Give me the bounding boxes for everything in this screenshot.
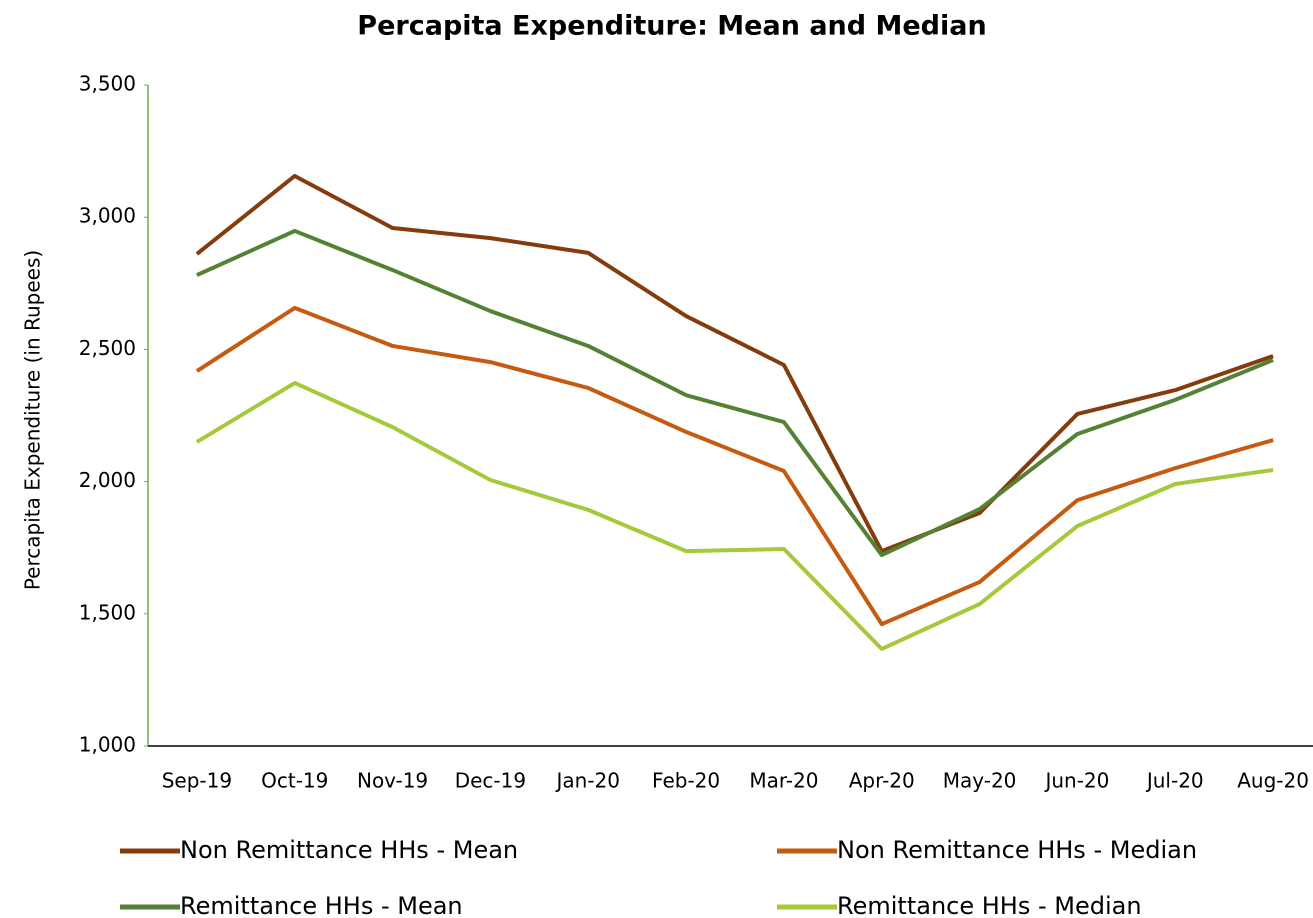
x-tick-label: Mar-20 <box>749 769 818 793</box>
series-line <box>195 380 1274 651</box>
legend-label: Non Remittance HHs - Median <box>837 836 1197 864</box>
y-tick-label: 1,000 <box>79 733 136 757</box>
x-tick-label: Dec-19 <box>455 769 526 793</box>
legend-label: Remittance HHs - Mean <box>180 892 463 918</box>
x-tick-label: Apr-20 <box>849 769 915 793</box>
x-tick-label: Jan-20 <box>555 769 621 793</box>
legend-label: Remittance HHs - Median <box>837 892 1142 918</box>
y-tick-label: 3,500 <box>79 72 136 96</box>
series-line <box>196 228 1274 558</box>
x-tick-label: Oct-19 <box>261 769 328 793</box>
x-tick-label: Sep-19 <box>162 769 232 793</box>
x-tick-label: Jun-20 <box>1043 769 1109 793</box>
x-tick-label: Aug-20 <box>1237 769 1309 793</box>
y-tick-label: 1,500 <box>79 600 136 624</box>
x-tick-label: May-20 <box>943 769 1017 793</box>
series-line <box>195 173 1274 554</box>
y-tick-label: 2,000 <box>79 468 136 492</box>
legend-label: Non Remittance HHs - Mean <box>180 836 518 864</box>
x-tick-label: Nov-19 <box>357 769 428 793</box>
x-tick-label: Jul-20 <box>1145 769 1204 793</box>
series-line <box>195 305 1274 627</box>
y-axis-label: Percapita Expenditure (in Rupees) <box>21 250 45 590</box>
y-tick-label: 2,500 <box>79 336 136 360</box>
x-tick-label: Feb-20 <box>652 769 720 793</box>
y-tick-label: 3,000 <box>79 204 136 228</box>
chart-title: Percapita Expenditure: Mean and Median <box>357 11 986 42</box>
